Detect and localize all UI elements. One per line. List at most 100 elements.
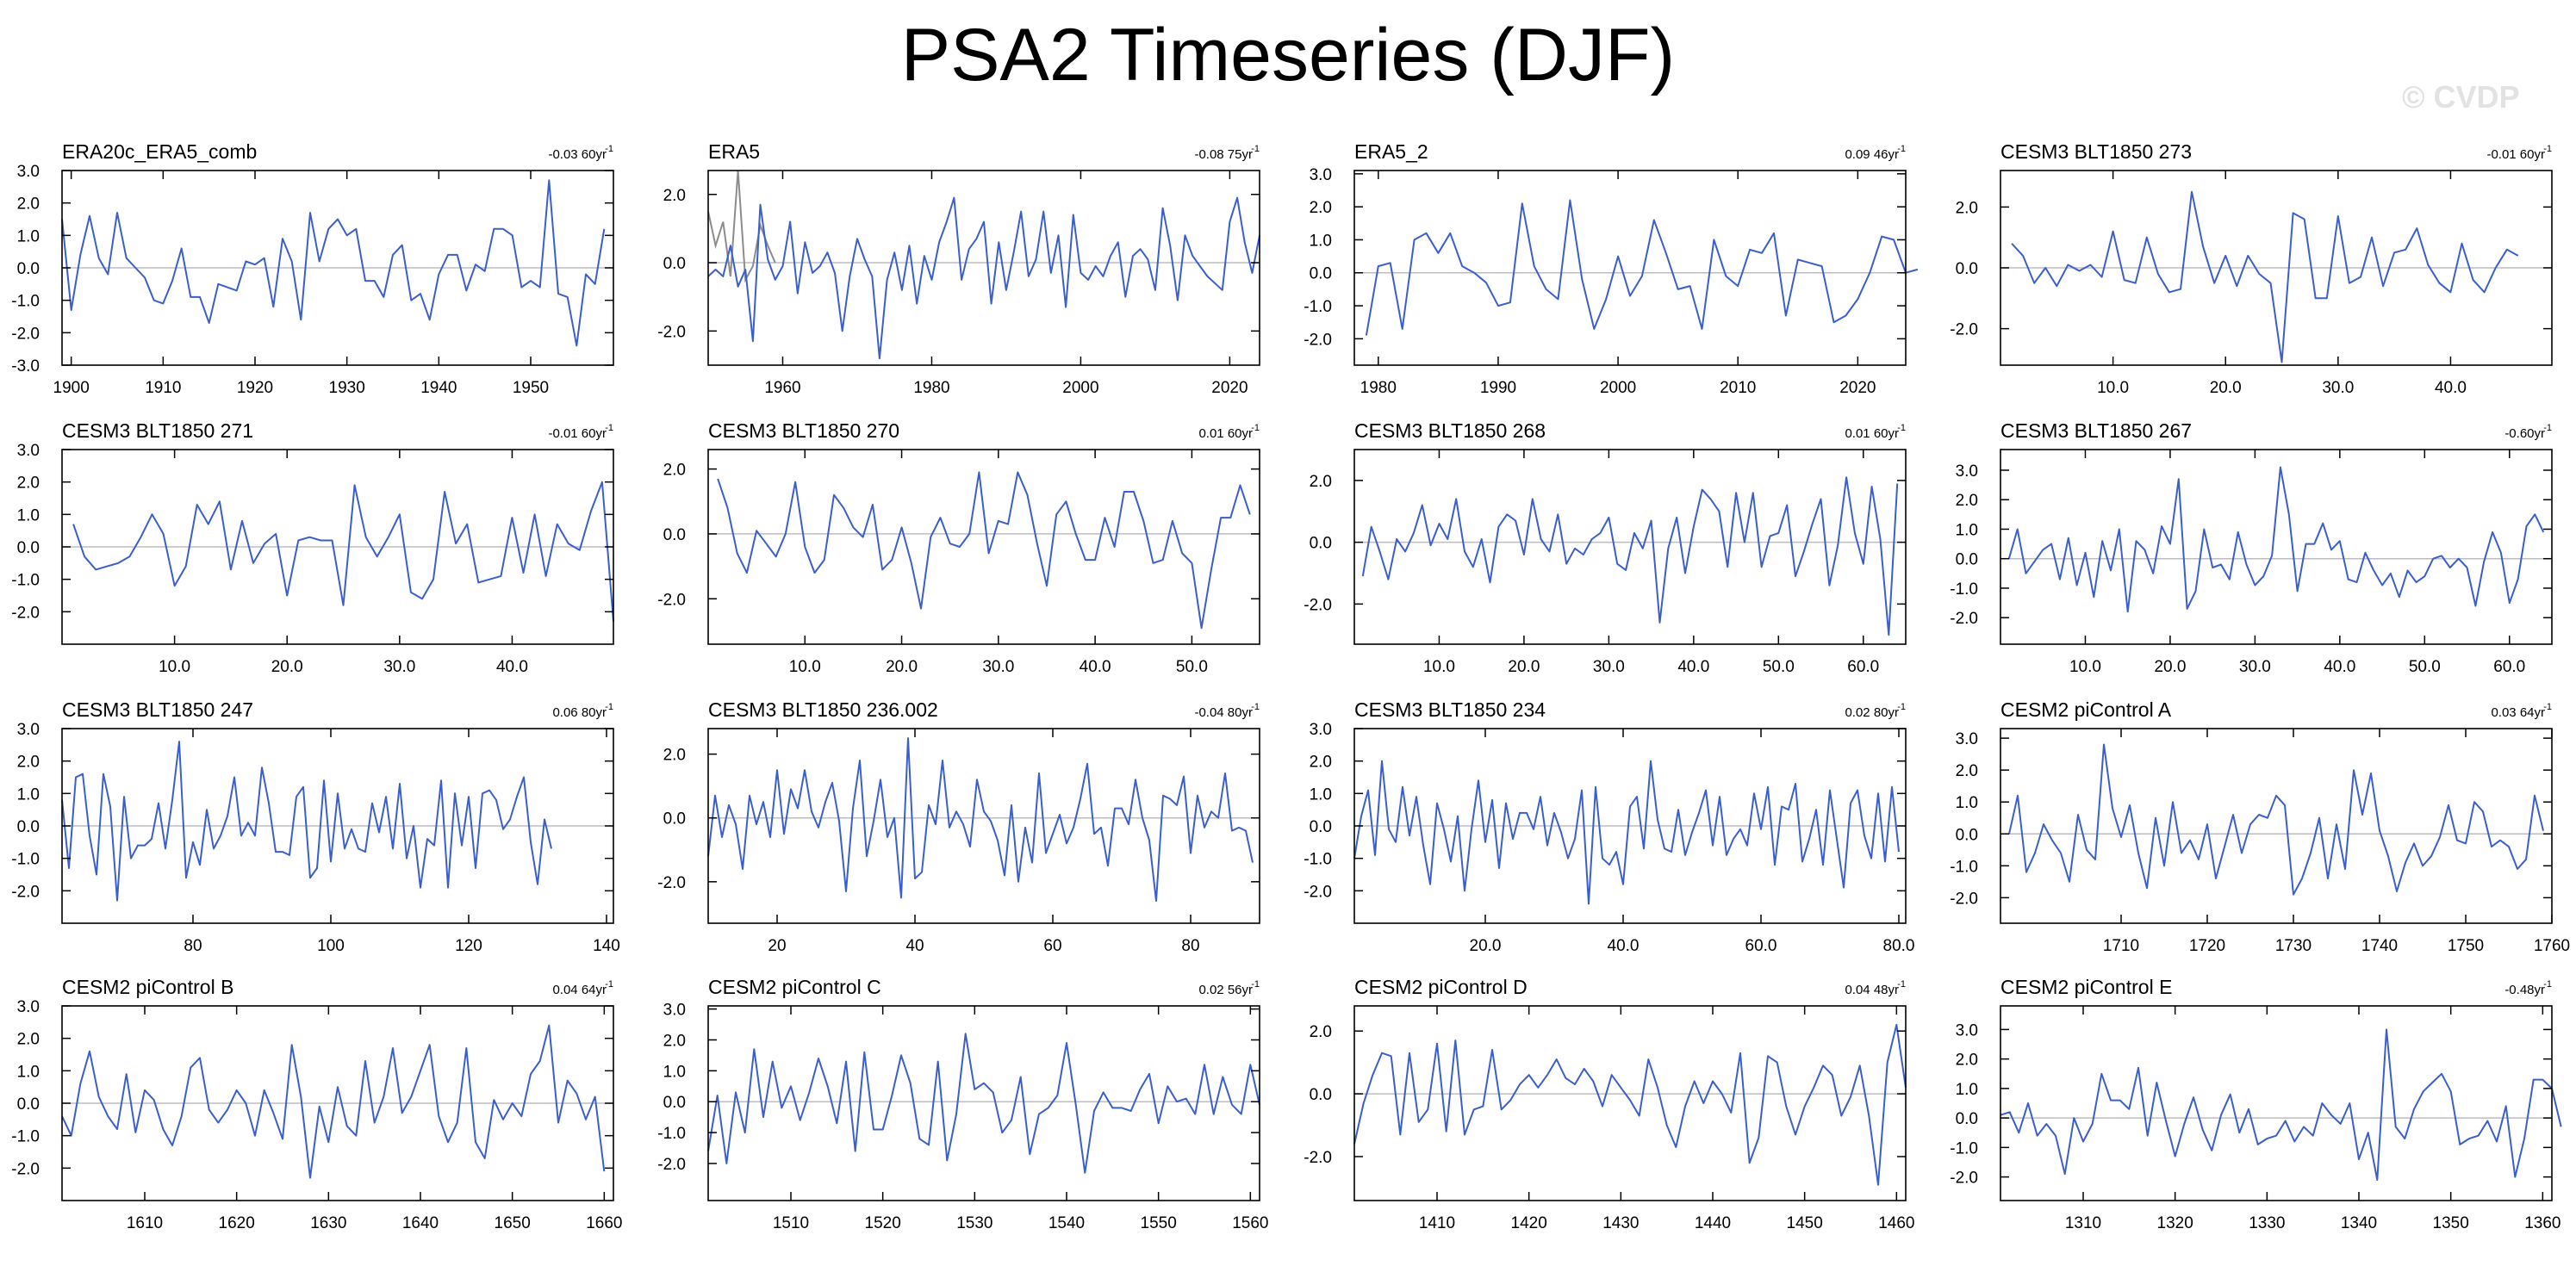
series-line (717, 471, 1251, 630)
y-tick-label: -1.0 (657, 1125, 686, 1143)
y-tick-label: -2.0 (657, 874, 686, 892)
panel-title: CESM2 piControl A (2000, 698, 2172, 721)
y-tick-label: 2.0 (1956, 1052, 1978, 1070)
x-tick-label: 20 (768, 937, 786, 955)
trend-superscript: -1 (605, 702, 613, 712)
trend-label: -0.01 60yr (548, 426, 607, 441)
trend-superscript: -1 (2543, 702, 2552, 712)
trend-superscript: -1 (1897, 702, 1906, 712)
series-line (72, 481, 614, 622)
series-line (61, 741, 552, 902)
panel-14: 3.0 2.0 1.0 0.0 -1.0 -2.0 1510 1520 1530 1540 1550… (657, 976, 1268, 1232)
trend-label: 0.02 56yr (1198, 983, 1253, 997)
x-tick-label: 40 (905, 937, 924, 955)
x-tick-label: 1960 (764, 379, 800, 397)
panel-title: CESM2 piControl E (2000, 976, 2172, 998)
panel-title: ERA5 (708, 140, 760, 163)
series-line (2011, 190, 2519, 363)
x-tick-label: 30.0 (2239, 658, 2271, 676)
trend-label: 0.03 64yr (2491, 705, 2545, 720)
plot-frame (707, 1005, 1260, 1201)
x-tick-label: 1440 (1695, 1214, 1731, 1232)
x-tick-label: 80 (184, 937, 202, 955)
y-tick-label: 2.0 (1310, 473, 1332, 491)
x-tick-label: 1660 (586, 1214, 622, 1232)
trend-superscript: -1 (1897, 144, 1906, 154)
x-tick-label: 50.0 (1763, 658, 1795, 676)
y-tick-label: 1.0 (17, 785, 40, 804)
panel-title: CESM3 BLT1850 271 (62, 419, 253, 442)
y-tick-label: 0.0 (1310, 535, 1332, 553)
y-tick-label: 1.0 (17, 506, 40, 524)
y-tick-label: -2.0 (657, 323, 686, 341)
y-tick-label: -2.0 (11, 1160, 40, 1178)
panel-title: CESM3 BLT1850 270 (708, 419, 899, 442)
trend-label: 0.01 60yr (1845, 426, 1899, 441)
y-tick-label: -2.0 (11, 325, 40, 343)
x-tick-label: 60 (1043, 937, 1061, 955)
y-tick-label: 0.0 (663, 810, 686, 828)
panel-1: 3.0 2.0 1.0 0.0 -1.0 -2.0 -3.0 1900 1910 1920 1930… (11, 140, 614, 397)
series-line (707, 1033, 1260, 1174)
x-tick-label: 40.0 (2324, 658, 2355, 676)
x-tick-label: 40.0 (1608, 937, 1640, 955)
x-tick-label: 20.0 (2154, 658, 2186, 676)
trend-label: -0.08 75yr (1194, 147, 1253, 162)
trend-superscript: -1 (2543, 979, 2552, 990)
x-tick-label: 1760 (2534, 937, 2570, 955)
trend-superscript: -1 (1251, 144, 1260, 154)
y-tick-label: 0.0 (17, 539, 40, 557)
series-line (1361, 476, 1899, 636)
y-tick-label: 2.0 (17, 475, 40, 493)
x-tick-label: 1980 (1360, 379, 1397, 397)
series-line (2000, 1028, 2562, 1181)
plot-frame (2000, 728, 2553, 924)
y-tick-label: -1.0 (1950, 1139, 1978, 1157)
y-tick-label: 2.0 (1310, 754, 1332, 772)
y-tick-label: 2.0 (663, 747, 686, 765)
trend-superscript: -1 (1251, 423, 1260, 433)
x-tick-label: 80.0 (1883, 937, 1915, 955)
trend-superscript: -1 (1897, 979, 1906, 990)
x-tick-label: 1910 (145, 379, 181, 397)
y-tick-label: 3.0 (1956, 730, 1978, 748)
y-tick-label: 0.0 (1956, 260, 1978, 278)
y-tick-label: 2.0 (1310, 199, 1332, 217)
y-tick-label: -2.0 (1950, 890, 1978, 908)
x-tick-label: 20.0 (1508, 658, 1540, 676)
plot-frame (707, 170, 1260, 366)
x-tick-label: 30.0 (1593, 658, 1625, 676)
panel-title: CESM3 BLT1850 267 (2000, 419, 2192, 442)
plot-frame (707, 449, 1260, 645)
x-tick-label: 1980 (913, 379, 949, 397)
series-line (1353, 760, 1900, 905)
y-tick-label: 2.0 (1956, 199, 1978, 217)
panel-11: 3.0 2.0 1.0 0.0 -1.0 -2.0 20.0 40.0 60.0 80.0 CESM… (1304, 698, 1914, 955)
x-tick-label: 1630 (310, 1214, 346, 1232)
y-tick-label: -2.0 (11, 604, 40, 622)
plot-frame (707, 728, 1260, 924)
x-tick-label: 1930 (329, 379, 365, 397)
x-tick-label: 1620 (219, 1214, 255, 1232)
y-tick-label: 1.0 (1310, 232, 1332, 250)
x-tick-label: 1650 (495, 1214, 531, 1232)
x-tick-label: 40.0 (496, 658, 528, 676)
panel-title: CESM2 piControl B (62, 976, 233, 998)
panel-2: 2.0 0.0 -2.0 1960 1980 2000 2020 ERA5 -0.08 75yr… (657, 140, 1260, 397)
y-tick-label: 0.0 (1956, 826, 1978, 844)
x-tick-label: 1740 (2361, 937, 2398, 955)
panel-7: 2.0 0.0 -2.0 10.0 20.0 30.0 40.0 50.0 60.0 CESM3 … (1304, 419, 1907, 676)
y-tick-label: 2.0 (663, 187, 686, 205)
y-tick-label: -2.0 (1304, 331, 1332, 349)
y-tick-label: 3.0 (1956, 462, 1978, 481)
y-tick-label: 0.0 (663, 255, 686, 273)
panel-title: CESM2 piControl D (1354, 976, 1528, 998)
trend-superscript: -1 (605, 423, 613, 433)
panel-title: CESM3 BLT1850 236.002 (708, 698, 938, 721)
x-tick-label: 1530 (956, 1214, 992, 1232)
y-tick-label: 0.0 (17, 260, 40, 278)
panel-title: CESM3 BLT1850 234 (1354, 698, 1546, 721)
x-tick-label: 1990 (1480, 379, 1516, 397)
plot-frame (1353, 1005, 1907, 1201)
